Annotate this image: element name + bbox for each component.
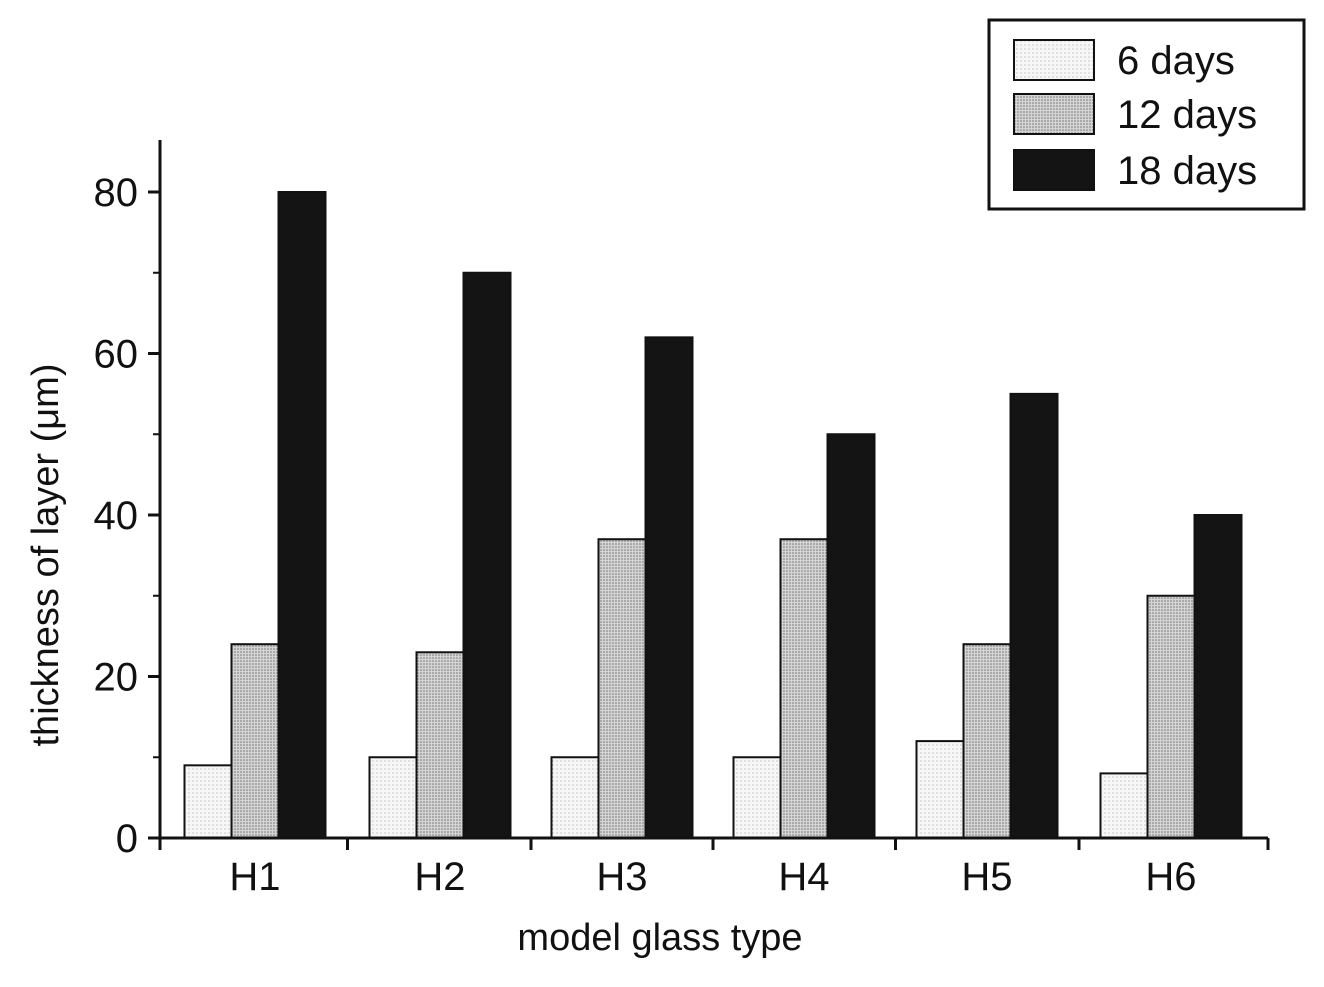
legend-label-series-3: 18 days bbox=[1117, 149, 1257, 193]
bar-h4-series-1 bbox=[732, 756, 782, 839]
legend: 6 days 12 days 18 days bbox=[987, 18, 1306, 211]
x-tick-label-h2: H2 bbox=[414, 855, 465, 899]
x-tick-label-h1: H1 bbox=[229, 855, 280, 899]
bar-h3-series-2 bbox=[597, 538, 647, 839]
bar-h5-series-3 bbox=[1009, 392, 1059, 839]
bar-h4-series-2 bbox=[779, 538, 829, 839]
y-axis-title: thickness of layer (μm) bbox=[25, 364, 67, 747]
legend-label-series-2: 12 days bbox=[1117, 93, 1257, 137]
bars-group bbox=[183, 191, 1243, 840]
bar-h6-series-3 bbox=[1193, 514, 1243, 839]
y-tick-label-0: 0 bbox=[116, 817, 138, 861]
y-tick-label-40: 40 bbox=[94, 494, 139, 538]
axes-group bbox=[148, 140, 1270, 850]
bar-h3-series-3 bbox=[644, 336, 694, 839]
bar-h5-series-2 bbox=[962, 643, 1012, 840]
legend-swatch-series-1 bbox=[1013, 39, 1095, 81]
bar-h1-series-2 bbox=[230, 643, 280, 840]
x-axis-title: model glass type bbox=[517, 917, 802, 959]
bar-h6-series-1 bbox=[1099, 772, 1149, 840]
legend-swatch-series-2 bbox=[1013, 93, 1095, 135]
labels-group: 0 20 40 60 80 H1 H2 H3 H4 H5 H6 model glass type thi… bbox=[25, 171, 1197, 959]
bar-h1-series-3 bbox=[277, 191, 327, 839]
legend-swatch-series-3 bbox=[1013, 149, 1095, 191]
x-tick-label-h4: H4 bbox=[778, 855, 829, 899]
bar-h6-series-2 bbox=[1146, 594, 1196, 839]
y-tick-label-20: 20 bbox=[94, 656, 139, 700]
bar-h5-series-1 bbox=[915, 740, 965, 839]
bar-h2-series-1 bbox=[368, 756, 418, 839]
y-tick-label-80: 80 bbox=[94, 171, 139, 215]
x-tick-label-h5: H5 bbox=[961, 855, 1012, 899]
bar-h3-series-1 bbox=[550, 756, 600, 839]
x-tick-label-h3: H3 bbox=[596, 855, 647, 899]
bar-h2-series-3 bbox=[462, 271, 512, 839]
legend-label-series-1: 6 days bbox=[1117, 39, 1235, 83]
x-tick-label-h6: H6 bbox=[1145, 855, 1196, 899]
bar-h4-series-3 bbox=[826, 433, 876, 839]
bar-h1-series-1 bbox=[183, 764, 233, 840]
y-tick-label-60: 60 bbox=[94, 333, 139, 377]
bar-h2-series-2 bbox=[415, 651, 465, 840]
